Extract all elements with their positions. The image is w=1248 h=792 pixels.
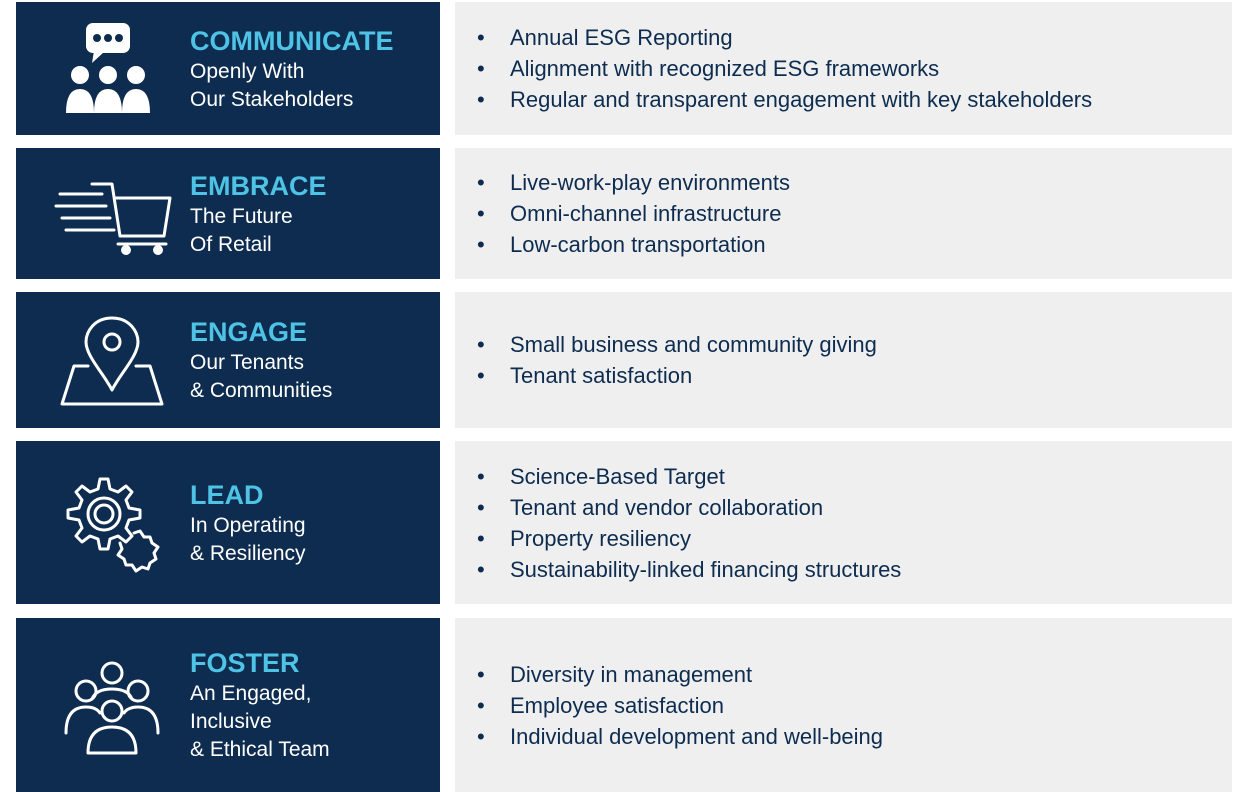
bullet-item: • Tenant and vendor collaboration: [455, 492, 1232, 523]
bullet-item: • Tenant satisfaction: [455, 360, 1232, 391]
bullet-dot: •: [477, 463, 485, 489]
bullet-dot: •: [477, 723, 485, 749]
pillar-title: COMMUNICATE: [190, 25, 394, 56]
pillar-icon: [66, 22, 150, 113]
pillar-subtitle: The Future: [190, 204, 293, 228]
bullet-text: Alignment with recognized ESG frameworks: [510, 56, 940, 81]
bullet-text: Employee satisfaction: [510, 692, 724, 718]
pillar-icon: [66, 477, 160, 572]
pillar-subtitle: Our Stakeholders: [190, 87, 354, 111]
pillar-subtitle: Of Retail: [190, 232, 272, 256]
pillar-title: FOSTER: [190, 648, 300, 678]
bullet-text: Individual development and well-being: [510, 723, 884, 749]
bullet-text: Small business and community giving: [510, 332, 877, 357]
bullet-dot: •: [477, 692, 485, 718]
bullet-item: • Live-work-play environments: [455, 167, 1232, 198]
bullet-text: Property resiliency: [510, 525, 691, 551]
bullet-dot: •: [477, 363, 485, 388]
pillar-box: LEAD In Operating & Resiliency: [16, 441, 440, 604]
pillar-icon: [60, 316, 164, 406]
bullet-item: • Alignment with recognized ESG framework…: [455, 53, 1232, 84]
pillar-text: FOSTER An Engaged, Inclusive & Ethical Team: [190, 618, 330, 792]
bullet-item: • Small business and community giving: [455, 329, 1232, 360]
bullet-item: • Sustainability-linked financing structu…: [455, 554, 1232, 585]
bullet-text: Tenant satisfaction: [510, 363, 693, 388]
bullet-dot: •: [477, 201, 485, 226]
pillar-subtitle: Openly With: [190, 59, 305, 83]
bullet-text: Omni-channel infrastructure: [510, 201, 782, 226]
bullet-item: • Annual ESG Reporting: [455, 22, 1232, 53]
bullet-item: • Low-carbon transportation: [455, 229, 1232, 260]
pillar-box: COMMUNICATE Openly With Our Stakeholders: [16, 2, 440, 135]
bullet-item: • Individual development and well-being: [455, 721, 1232, 752]
bullet-text: Diversity in management: [510, 661, 753, 687]
bullet-text: Science-Based Target: [510, 463, 725, 489]
pillar-title: ENGAGE: [190, 317, 308, 347]
bullet-dot: •: [477, 556, 485, 582]
pillar-title: EMBRACE: [190, 170, 327, 201]
bullet-text: Regular and transparent engagement with …: [510, 87, 1093, 112]
bullet-item: • Diversity in management: [455, 659, 1232, 690]
bullet-dot: •: [477, 25, 485, 50]
pillar-title: LEAD: [190, 479, 264, 510]
bullet-dot: •: [477, 170, 485, 195]
bullet-text: Live-work-play environments: [510, 170, 790, 195]
pillar-box: EMBRACE The Future Of Retail: [16, 148, 440, 279]
bullet-box: • Diversity in management • Employee satisf…: [455, 618, 1232, 792]
pillar-text: ENGAGE Our Tenants & Communities: [190, 292, 332, 428]
bullet-dot: •: [477, 661, 485, 687]
pillar-subtitle: & Ethical Team: [190, 738, 330, 761]
pillar-box: FOSTER An Engaged, Inclusive & Ethical Team: [16, 618, 440, 792]
bullet-dot: •: [477, 56, 485, 81]
pillar-subtitle: In Operating: [190, 513, 306, 537]
bullet-dot: •: [477, 494, 485, 520]
bullet-dot: •: [477, 332, 485, 357]
pillar-subtitle: Inclusive: [190, 710, 272, 733]
pillar-box: ENGAGE Our Tenants & Communities: [16, 292, 440, 428]
pillar-subtitle: & Communities: [190, 379, 333, 402]
bullet-text: Sustainability-linked financing structur…: [510, 556, 902, 582]
bullet-box: • Small business and community giving • Ten…: [455, 292, 1232, 428]
bullet-item: • Omni-channel infrastructure: [455, 198, 1232, 229]
bullet-item: • Employee satisfaction: [455, 690, 1232, 721]
pillar-text: COMMUNICATE Openly With Our Stakeholders: [190, 2, 393, 135]
pillar-icon: [64, 661, 160, 755]
pillar-subtitle: & Resiliency: [190, 541, 306, 565]
pillar-text: EMBRACE The Future Of Retail: [190, 148, 327, 279]
pillar-subtitle: Our Tenants: [190, 351, 305, 374]
bullet-text: Annual ESG Reporting: [510, 25, 733, 50]
bullet-box: • Live-work-play environments • Omni-channe…: [455, 148, 1232, 279]
bullet-item: • Science-Based Target: [455, 461, 1232, 492]
pillar-icon: [54, 182, 172, 255]
pillar-text: LEAD In Operating & Resiliency: [190, 441, 306, 604]
bullet-dot: •: [477, 525, 485, 551]
bullet-item: • Property resiliency: [455, 523, 1232, 554]
bullet-box: • Science-Based Target • Tenant and vendor …: [455, 441, 1232, 604]
bullet-dot: •: [477, 232, 485, 257]
bullet-text: Low-carbon transportation: [510, 232, 766, 257]
bullet-item: • Regular and transparent engagement with…: [455, 84, 1232, 115]
bullet-box: • Annual ESG Reporting • Alignment with rec…: [455, 2, 1232, 135]
bullet-dot: •: [477, 87, 485, 112]
pillar-subtitle: An Engaged,: [190, 682, 312, 705]
bullet-text: Tenant and vendor collaboration: [510, 494, 824, 520]
